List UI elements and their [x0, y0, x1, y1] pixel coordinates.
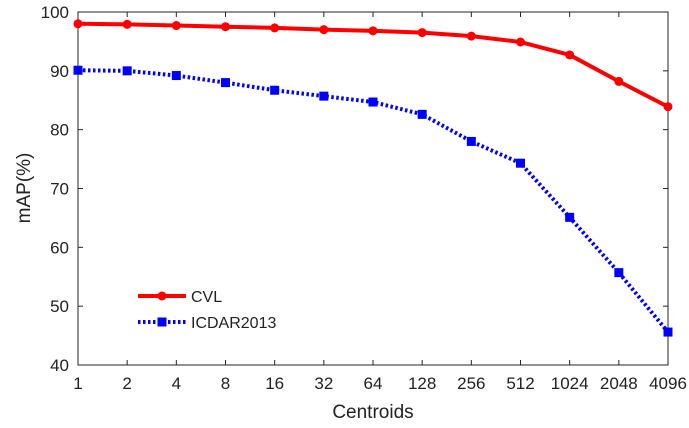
data-point — [466, 136, 476, 146]
data-point — [270, 85, 280, 95]
data-point — [565, 212, 575, 222]
x-tick-label: 4 — [172, 374, 181, 393]
x-tick-label: 512 — [506, 374, 534, 393]
x-tick-label: 16 — [265, 374, 284, 393]
data-point — [417, 28, 427, 38]
data-point — [122, 66, 132, 76]
data-point — [565, 50, 575, 60]
data-point — [319, 91, 329, 101]
series-layer — [73, 19, 673, 337]
data-point — [221, 22, 230, 32]
x-tick-label: 8 — [221, 374, 230, 393]
x-tick-label: 256 — [457, 374, 485, 393]
x-tick-label: 4096 — [649, 374, 687, 393]
y-tick-label: 40 — [50, 356, 69, 375]
data-point — [221, 78, 230, 88]
data-point — [270, 23, 280, 33]
y-tick-label: 80 — [50, 121, 69, 140]
data-point — [516, 37, 525, 47]
y-tick-label: 100 — [41, 3, 69, 22]
x-tick-label: 64 — [364, 374, 383, 393]
x-tick-label: 2048 — [600, 374, 638, 393]
x-tick-label: 1024 — [551, 374, 589, 393]
y-tick-label: 60 — [50, 238, 69, 257]
data-point — [368, 97, 378, 107]
y-tick-label: 50 — [50, 297, 69, 316]
y-axis-label: mAP(%) — [14, 153, 35, 224]
x-axis: 1 2 4 8 16 32 64 128 256 512 1024 2048 4096 — [73, 12, 687, 393]
x-tick-label: 1 — [73, 374, 82, 393]
legend-box — [120, 280, 310, 340]
y-tick-label: 70 — [50, 180, 69, 199]
legend-label: CVL — [191, 289, 222, 306]
data-point — [614, 268, 624, 278]
legend: CVL ICDAR2013 — [120, 280, 310, 340]
data-point — [171, 71, 181, 81]
data-point — [417, 109, 427, 119]
x-tick-label: 32 — [314, 374, 333, 393]
data-point — [73, 65, 83, 75]
legend-item-icdar2013: ICDAR2013 — [138, 315, 276, 332]
legend-marker — [157, 291, 167, 301]
data-point — [319, 25, 329, 35]
y-tick-label: 90 — [50, 62, 69, 81]
legend-marker — [157, 317, 167, 327]
data-point — [614, 76, 624, 86]
series-cvl — [73, 19, 673, 112]
series-icdar2013 — [73, 65, 673, 337]
data-point — [368, 26, 378, 36]
data-point — [466, 31, 476, 41]
x-tick-label: 128 — [408, 374, 436, 393]
data-point — [122, 19, 132, 29]
data-point — [73, 19, 83, 29]
x-tick-label: 2 — [122, 374, 131, 393]
data-point — [171, 21, 181, 31]
legend-item-cvl: CVL — [138, 289, 222, 306]
data-point — [516, 158, 525, 168]
legend-label: ICDAR2013 — [191, 315, 276, 332]
data-point — [663, 102, 673, 112]
x-axis-label: Centroids — [332, 402, 413, 423]
y-axis: 40 50 60 70 80 90 100 — [41, 3, 668, 375]
data-point — [663, 327, 673, 337]
